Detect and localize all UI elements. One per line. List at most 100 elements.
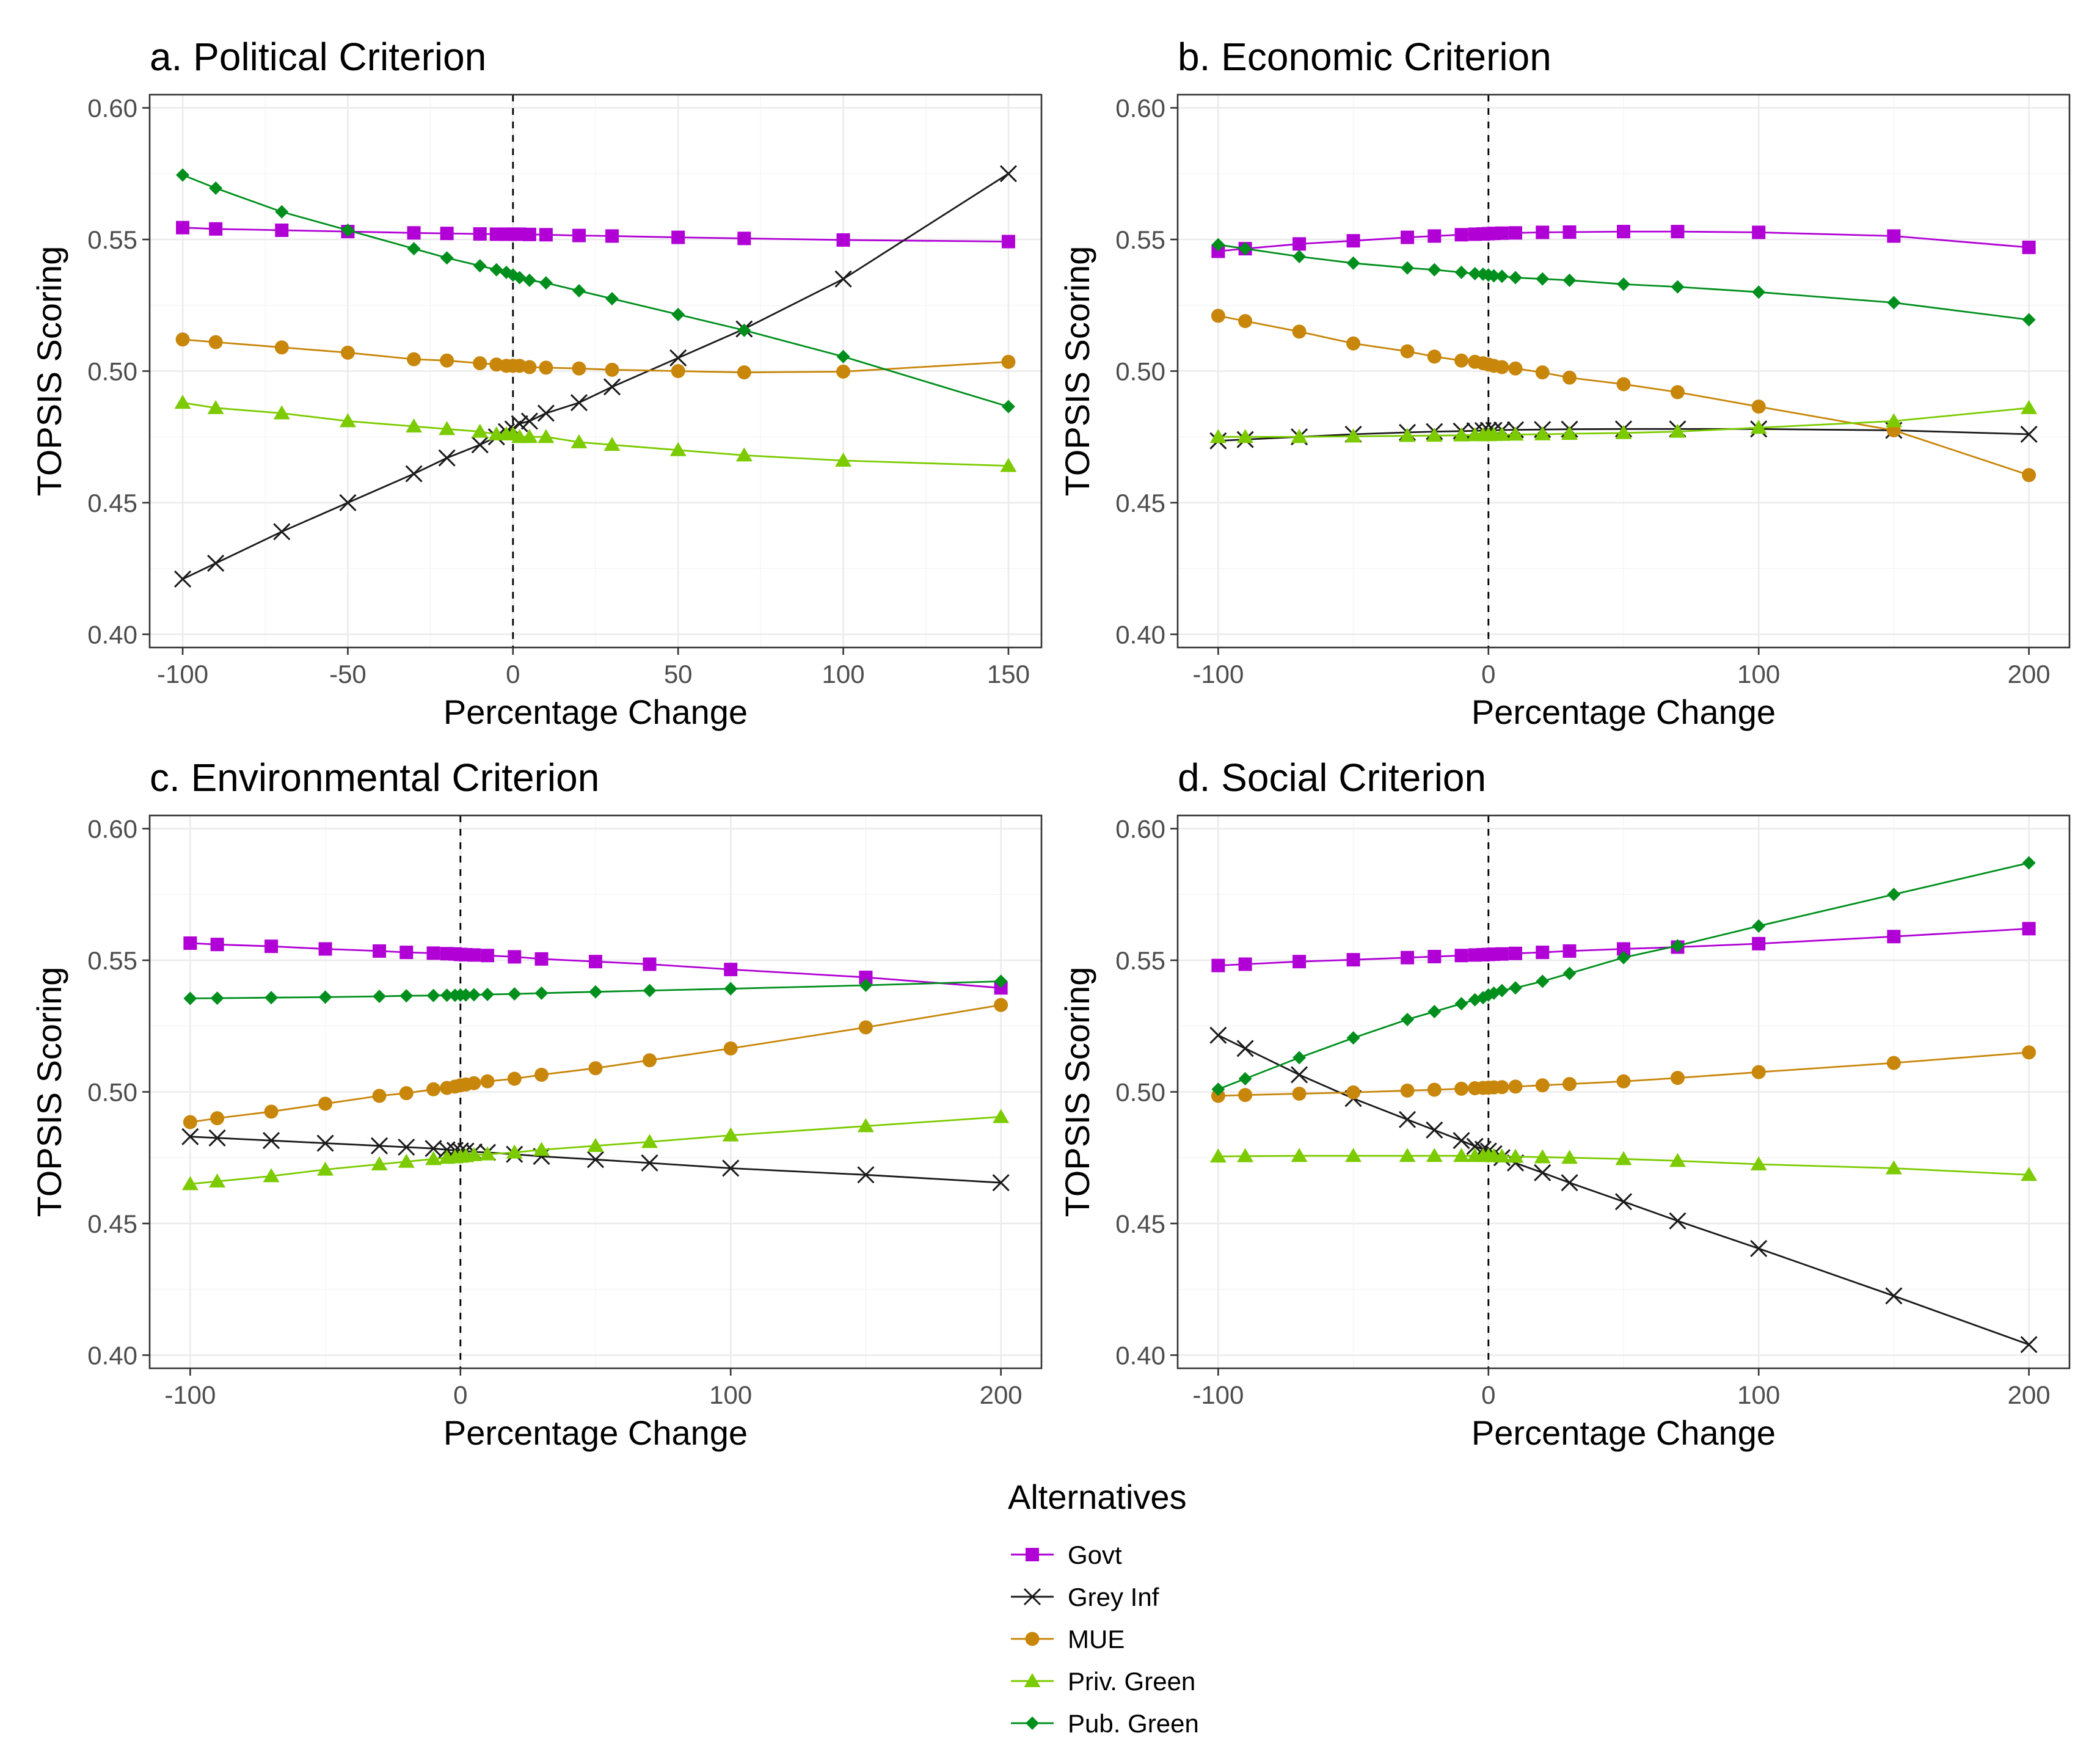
data-point-govt — [1562, 944, 1577, 958]
x-tick-label: 0 — [453, 1381, 467, 1409]
data-point-mue — [1495, 1080, 1509, 1095]
data-point-grey-inf — [992, 1174, 1010, 1192]
legend-label: Pub. Green — [1068, 1709, 1199, 1738]
data-point-pub-green — [605, 291, 619, 305]
data-point-govt — [1887, 229, 1901, 243]
data-point-govt — [1509, 226, 1523, 240]
data-point-mue — [1508, 361, 1523, 376]
data-point-govt — [1617, 942, 1630, 956]
data-point-priv-green — [1209, 429, 1227, 443]
panel-title: a. Political Criterion — [150, 35, 486, 79]
data-point-priv-green — [1534, 426, 1551, 440]
data-point-mue — [407, 352, 421, 367]
data-point-mue — [1508, 1079, 1523, 1094]
data-point-grey-inf — [438, 449, 456, 467]
data-point-pub-green — [183, 991, 197, 1005]
data-point-mue — [264, 1104, 279, 1119]
data-point-pub-green — [275, 205, 289, 219]
data-point-mue — [1427, 1082, 1442, 1097]
data-point-mue — [1001, 354, 1016, 369]
data-point-govt — [1001, 235, 1015, 249]
data-point-grey-inf — [1453, 1132, 1470, 1150]
y-tick-label: 0.60 — [87, 815, 137, 844]
legend-key-square-icon — [1026, 1548, 1039, 1561]
data-point-mue — [605, 362, 619, 377]
data-point-grey-inf — [1398, 1111, 1416, 1128]
y-tick-label: 0.55 — [1115, 946, 1165, 975]
legend-key-triangle-icon — [1024, 1673, 1041, 1687]
data-point-mue — [2022, 468, 2036, 483]
legend-item-grey-inf: Grey Inf — [1011, 1583, 1159, 1611]
data-point-govt — [1495, 947, 1509, 961]
data-point-priv-green — [571, 434, 588, 448]
data-point-pub-green — [1671, 280, 1685, 294]
x-tick-label: 100 — [1737, 660, 1780, 688]
grid — [150, 95, 1041, 647]
data-point-priv-green — [1426, 428, 1443, 442]
data-point-mue — [473, 356, 487, 371]
data-point-pub-green — [994, 974, 1008, 988]
legend-label: Priv. Green — [1068, 1667, 1195, 1696]
data-point-govt — [264, 939, 279, 954]
series-mue — [175, 332, 1016, 380]
data-point-grey-inf — [2020, 1336, 2038, 1354]
x-tick-label: 50 — [664, 660, 693, 688]
x-tick-label: 100 — [1737, 1381, 1780, 1409]
y-tick-label: 0.45 — [1115, 489, 1165, 517]
series-priv-green — [181, 1109, 1010, 1191]
data-point-priv-green — [472, 423, 489, 438]
data-point-pub-green — [473, 259, 487, 273]
data-point-priv-green — [317, 1161, 334, 1176]
x-tick-label: 150 — [987, 660, 1030, 688]
data-point-govt — [210, 938, 224, 952]
series-priv-green — [1209, 399, 2038, 443]
data-point-grey-inf — [537, 404, 555, 422]
data-point-grey-inf — [398, 1138, 415, 1156]
data-point-priv-green — [1615, 425, 1632, 439]
data-point-pub-green — [1211, 238, 1225, 252]
legend-label: MUE — [1068, 1625, 1125, 1654]
data-point-govt — [1292, 237, 1307, 251]
series-mue — [183, 998, 1008, 1129]
data-point-priv-green — [339, 413, 356, 428]
data-point-priv-green — [1237, 1148, 1254, 1162]
data-point-mue — [1562, 370, 1577, 385]
data-point-priv-green — [209, 1173, 226, 1188]
data-point-priv-green — [521, 429, 538, 443]
data-point-govt — [643, 957, 657, 971]
data-point-pub-green — [2022, 856, 2036, 870]
data-point-priv-green — [1561, 1150, 1578, 1164]
data-point-pub-green — [440, 251, 454, 265]
data-point-govt — [1887, 930, 1901, 944]
data-point-pub-green — [440, 988, 454, 1002]
data-point-priv-green — [1399, 1148, 1416, 1162]
x-axis-title: Percentage Change — [443, 693, 748, 731]
data-point-grey-inf — [181, 1128, 199, 1145]
data-point-grey-inf — [570, 394, 588, 412]
data-point-mue — [399, 1086, 414, 1101]
panel-title: d. Social Criterion — [1178, 756, 1486, 800]
x-tick-label: 0 — [1481, 1381, 1495, 1409]
data-point-mue — [1292, 324, 1307, 339]
data-point-pub-green — [836, 349, 850, 363]
series-line-grey-inf — [190, 1136, 1001, 1184]
data-point-pub-green — [1238, 242, 1252, 256]
data-point-grey-inf — [586, 1151, 605, 1169]
data-point-govt — [572, 228, 586, 243]
data-point-mue — [1886, 1056, 1901, 1070]
data-point-govt — [440, 227, 454, 241]
series-pub-green — [183, 974, 1008, 1005]
data-point-pub-green — [534, 986, 549, 1000]
data-point-priv-green — [1885, 1160, 1902, 1175]
y-tick-label: 0.55 — [87, 946, 137, 975]
data-point-grey-inf — [207, 555, 225, 572]
data-point-govt — [481, 949, 495, 963]
data-point-govt — [467, 948, 481, 962]
data-point-mue — [208, 335, 223, 349]
legend-key-diamond-icon — [1026, 1716, 1039, 1730]
data-point-pub-green — [1238, 1071, 1252, 1085]
data-point-mue — [522, 360, 537, 374]
y-tick-label: 0.60 — [1115, 815, 1165, 844]
data-point-pub-green — [1617, 950, 1630, 965]
data-point-pub-green — [1401, 261, 1415, 275]
